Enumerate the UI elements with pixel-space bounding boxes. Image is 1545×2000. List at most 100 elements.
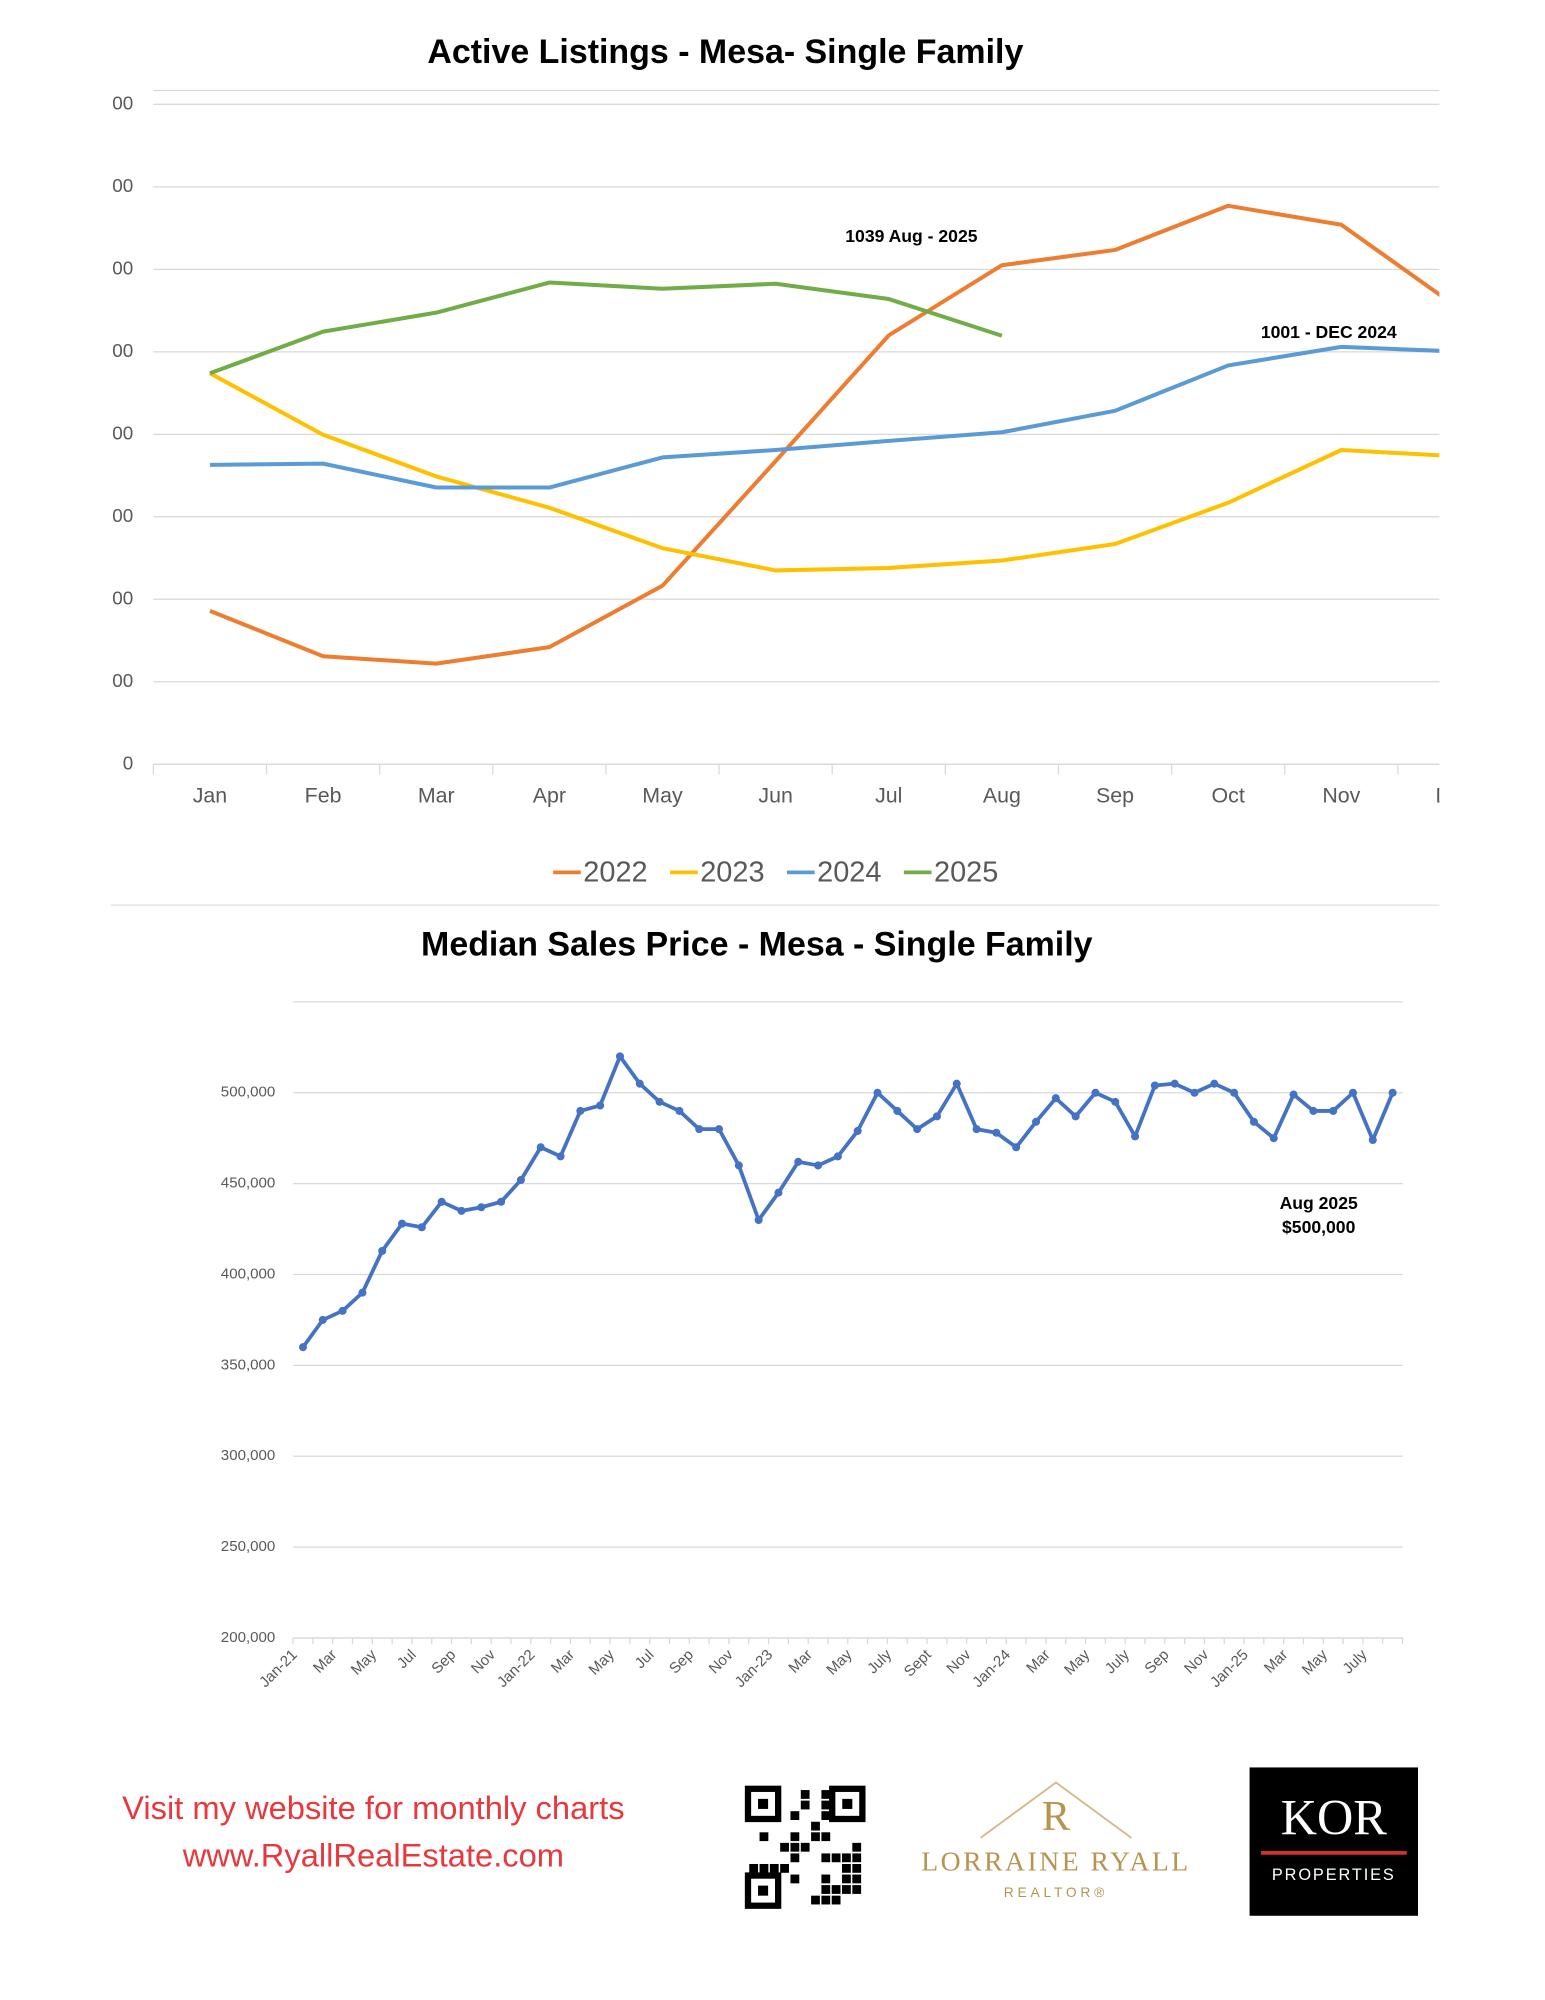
- point: [833, 1152, 842, 1161]
- point: [457, 1206, 466, 1215]
- logo-role: REALTOR®: [1004, 1884, 1108, 1900]
- point: [1091, 1088, 1100, 1097]
- point: [1230, 1088, 1239, 1097]
- y-tick-label: 00: [112, 175, 133, 196]
- x-tick-label: Mar: [1261, 1646, 1291, 1676]
- y-tick-label: 0: [123, 752, 133, 773]
- point: [635, 1079, 644, 1088]
- point: [992, 1128, 1001, 1137]
- point: [358, 1288, 367, 1297]
- y-tick-label: 500,000: [221, 1084, 276, 1101]
- x-tick-label: Jan-21: [256, 1646, 301, 1691]
- y-tick-label: 450,000: [221, 1175, 276, 1192]
- y-tick-label: 00: [112, 257, 133, 278]
- point: [972, 1125, 981, 1134]
- point: [298, 1343, 308, 1352]
- point: [873, 1088, 882, 1097]
- point: [556, 1152, 565, 1161]
- point: [417, 1223, 426, 1232]
- point: [1329, 1106, 1338, 1115]
- kor-sub: PROPERTIES: [1272, 1866, 1396, 1884]
- x-tick-label: May: [586, 1646, 618, 1678]
- point: [615, 1052, 624, 1061]
- legend-label: 2022: [583, 856, 647, 888]
- point: [1012, 1143, 1021, 1152]
- y-tick-label: 300,000: [221, 1447, 276, 1464]
- point: [1190, 1088, 1199, 1097]
- point: [1388, 1088, 1397, 1097]
- point: [596, 1101, 605, 1110]
- qr-code: [744, 1785, 866, 1909]
- x-tick-label: Jan-23: [732, 1646, 777, 1691]
- kor-text: KOR: [1281, 1789, 1388, 1845]
- y-tick-label: 00: [112, 505, 133, 526]
- x-tick-label: Nov: [943, 1646, 974, 1677]
- x-tick-label: Sep: [428, 1646, 459, 1677]
- annotation: $500,000: [1282, 1217, 1356, 1237]
- y-tick-label: 250,000: [221, 1538, 276, 1555]
- point: [398, 1219, 407, 1228]
- x-tick-label: July: [1340, 1646, 1371, 1677]
- series-line: [209, 280, 1003, 376]
- point: [576, 1106, 585, 1115]
- x-tick-label: Nov: [1322, 784, 1360, 808]
- point: [1150, 1081, 1159, 1090]
- point: [1051, 1094, 1060, 1103]
- x-tick-label: May: [642, 784, 683, 808]
- point: [794, 1157, 803, 1166]
- chart-title: Active Listings - Mesa- Single Family: [427, 33, 1023, 71]
- point: [952, 1079, 961, 1088]
- point: [734, 1161, 743, 1170]
- annotation: 1001 - DEC 2024: [1261, 322, 1397, 342]
- x-tick-label: May: [1299, 1646, 1331, 1678]
- point: [655, 1097, 664, 1106]
- point: [338, 1306, 347, 1315]
- point: [477, 1203, 486, 1212]
- x-tick-label: Jan-22: [494, 1646, 539, 1691]
- point: [516, 1175, 525, 1185]
- x-tick-label: Jan-24: [969, 1646, 1014, 1691]
- point: [1269, 1134, 1278, 1143]
- point: [536, 1143, 545, 1152]
- x-tick-label: Aug: [983, 784, 1021, 808]
- footer: Visit my website for monthly charts www.…: [122, 1767, 1419, 1916]
- point: [1309, 1106, 1318, 1115]
- x-tick-label: July: [864, 1646, 895, 1677]
- x-tick-label: Jul: [394, 1646, 420, 1672]
- y-tick-label: 00: [112, 670, 133, 691]
- x-tick-label: Jun: [758, 784, 792, 808]
- x-tick-label: Mar: [310, 1646, 340, 1676]
- x-tick-label: Oct: [1212, 784, 1245, 808]
- point: [695, 1125, 704, 1134]
- x-tick-label: Nov: [706, 1646, 737, 1677]
- y-tick-label: 00: [112, 340, 133, 361]
- x-tick-label: Mar: [418, 784, 455, 808]
- y-tick-label: 200,000: [221, 1629, 276, 1646]
- y-tick-label: 00: [112, 587, 133, 608]
- x-tick-label: Mar: [548, 1646, 578, 1676]
- x-tick-label: Jan: [193, 784, 227, 808]
- y-tick-label: 350,000: [221, 1356, 276, 1373]
- point: [774, 1188, 783, 1197]
- logo-brand: LORRAINE RYALL: [921, 1846, 1190, 1877]
- point: [1249, 1117, 1258, 1126]
- point: [715, 1125, 724, 1134]
- x-tick-label: Nov: [1181, 1646, 1212, 1677]
- x-tick-label: May: [823, 1646, 855, 1678]
- chart-title: Median Sales Price - Mesa - Single Famil…: [421, 926, 1093, 964]
- point: [318, 1315, 327, 1324]
- series-line: [209, 371, 1440, 573]
- x-tick-label: Jul: [875, 784, 902, 808]
- series-line: [209, 203, 1440, 666]
- series-line: [301, 1054, 1395, 1349]
- x-tick-label: Mar: [785, 1646, 815, 1676]
- legend-label: 2023: [700, 856, 764, 888]
- x-tick-label: Nov: [468, 1646, 499, 1677]
- x-tick-label: Dec: [1435, 784, 1473, 808]
- plot: Jan Feb Mar Apr May Jun Jul Aug Sep Oct Nov Dec: [152, 203, 1473, 808]
- x-tick-label: May: [348, 1646, 380, 1678]
- x-tick-label: Sep: [666, 1646, 697, 1677]
- point: [497, 1197, 506, 1206]
